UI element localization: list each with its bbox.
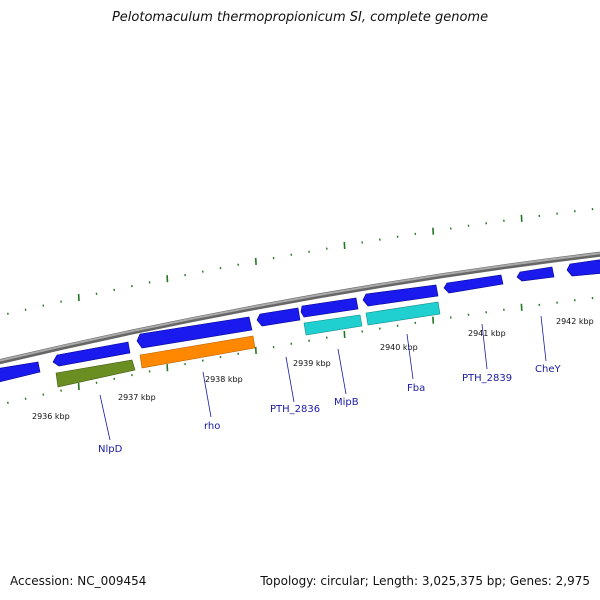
- gene-forward[interactable]: [52, 341, 131, 367]
- reverse-strand-genes: [55, 301, 441, 388]
- gene-nlpd[interactable]: [55, 359, 136, 388]
- gene-forward[interactable]: [0, 361, 41, 383]
- gene-forward[interactable]: [443, 274, 504, 294]
- gene-label-pth2839[interactable]: PTH_2839: [462, 373, 512, 384]
- kbp-label: 2939 kbp: [293, 359, 331, 368]
- gene-label-pth2836[interactable]: PTH_2836: [270, 404, 320, 415]
- kbp-label: 2940 kbp: [380, 343, 418, 352]
- kbp-labels: 2936 kbp 2937 kbp 2938 kbp 2939 kbp 2940…: [32, 317, 594, 421]
- genome-backbone: [0, 251, 600, 365]
- gene-forward[interactable]: [256, 307, 301, 327]
- gene-label-fba[interactable]: Fba: [407, 383, 425, 394]
- gene-forward[interactable]: [136, 316, 253, 349]
- kbp-label: 2938 kbp: [205, 375, 243, 384]
- gene-fba[interactable]: [365, 301, 441, 326]
- accession-text: Accession: NC_009454: [10, 574, 147, 588]
- gene-forward[interactable]: [300, 297, 359, 318]
- inner-tick-row: [7, 296, 594, 404]
- topology-summary: Topology: circular; Length: 3,025,375 bp…: [260, 574, 590, 588]
- gene-label-rho[interactable]: rho: [204, 421, 220, 432]
- map-title: Pelotomaculum thermopropionicum SI, comp…: [111, 10, 489, 25]
- forward-strand-genes: [0, 259, 600, 383]
- gene-forward[interactable]: [566, 259, 600, 277]
- gene-label-chey[interactable]: CheY: [535, 364, 561, 375]
- gene-mipb[interactable]: [303, 314, 363, 336]
- kbp-label: 2941 kbp: [468, 329, 506, 338]
- kbp-label: 2942 kbp: [556, 317, 594, 326]
- gene-forward[interactable]: [362, 284, 439, 307]
- kbp-label: 2936 kbp: [32, 412, 70, 421]
- outer-tick-row: [7, 207, 594, 315]
- kbp-label: 2937 kbp: [118, 393, 156, 402]
- gene-leader-lines: [99, 315, 547, 441]
- gene-label-mipb[interactable]: MipB: [334, 397, 359, 408]
- gene-label-nlpd[interactable]: NlpD: [98, 444, 123, 455]
- gene-labels: NlpD rho PTH_2836 MipB Fba PTH_2839 CheY: [98, 364, 561, 455]
- gene-forward[interactable]: [516, 266, 555, 282]
- gene-rho[interactable]: [139, 335, 256, 369]
